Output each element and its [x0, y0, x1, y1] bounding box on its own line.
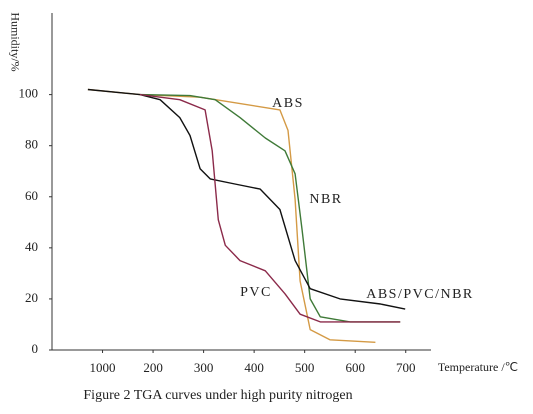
- x-tick-label: 200: [143, 360, 163, 375]
- x-tick-label: 600: [345, 360, 365, 375]
- line-series: [139, 93, 401, 323]
- x-tick-label: 1000: [90, 360, 116, 375]
- chart-title: Figure 2 TGA curves under high purity ni…: [83, 388, 352, 403]
- y-tick-label: 60: [25, 188, 38, 203]
- y-tick-label: 100: [19, 86, 39, 101]
- x-axis-label: Temperature /℃: [438, 360, 518, 374]
- y-tick-label: 20: [25, 290, 38, 305]
- y-tick-label: 80: [25, 137, 38, 152]
- y-tick-label: 0: [32, 341, 39, 356]
- line-series: [139, 93, 401, 323]
- line-series: [87, 88, 376, 343]
- series-label: PVC: [240, 285, 272, 300]
- x-tick-label: 500: [295, 360, 315, 375]
- y-axis-label: Humidity/%: [8, 12, 22, 71]
- y-tick-label: 40: [25, 239, 38, 254]
- series-label: ABS: [272, 96, 304, 111]
- x-tick-label: 700: [396, 360, 416, 375]
- series-label: NBR: [309, 192, 342, 207]
- x-tick-label: 400: [244, 360, 264, 375]
- x-tick-label: 300: [194, 360, 214, 375]
- series-label: ABS/PVC/NBR: [366, 287, 474, 302]
- line-series: [87, 88, 406, 310]
